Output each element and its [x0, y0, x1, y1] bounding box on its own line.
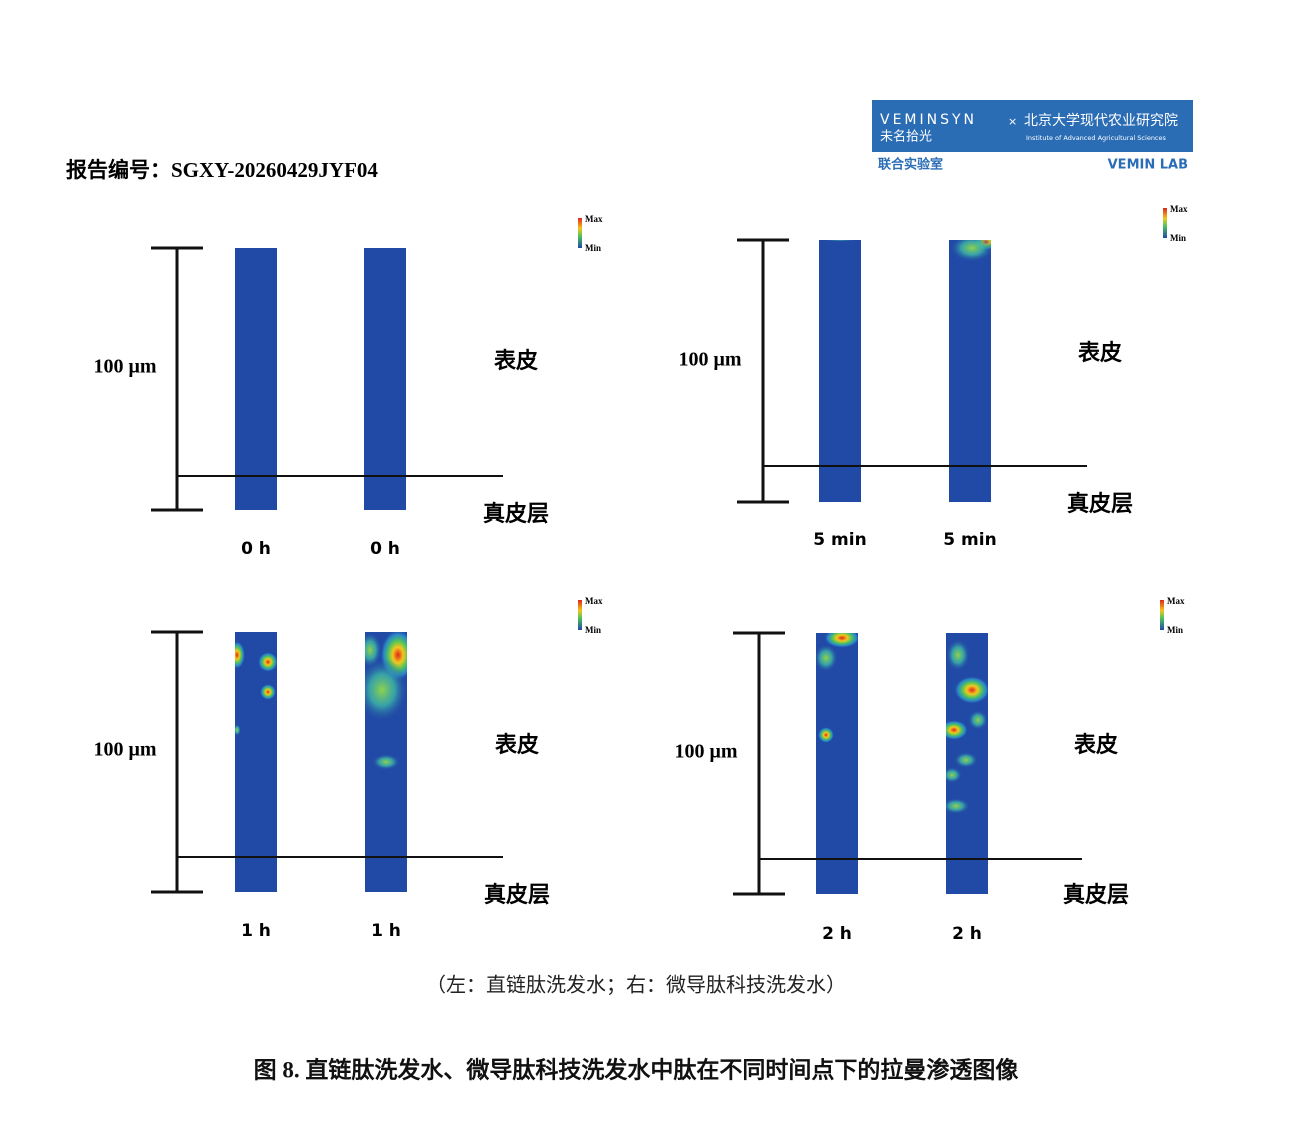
- colorbar: [1160, 600, 1164, 630]
- colorbar-min: Min: [585, 625, 601, 635]
- column-background: [949, 240, 991, 502]
- dermis-label: 真皮层: [1063, 882, 1129, 907]
- intensity-spot: [818, 727, 834, 743]
- epidermis-label: 表皮: [1074, 732, 1118, 757]
- colorbar: [578, 218, 582, 248]
- dermis-label: 真皮层: [1067, 491, 1133, 516]
- raman-column: [816, 633, 858, 894]
- raman-column: [364, 248, 406, 510]
- time-label: 0 h: [370, 539, 400, 559]
- colorbar-max: Max: [1167, 596, 1185, 606]
- intensity-spot: [946, 798, 970, 814]
- intensity-spot: [954, 752, 978, 768]
- intensity-spot: [946, 720, 968, 740]
- intensity-spot: [260, 684, 276, 700]
- column-background: [819, 240, 861, 502]
- scale-label: 100 μm: [94, 356, 157, 378]
- time-label: 1 h: [241, 921, 271, 941]
- intensity-spot: [258, 652, 277, 672]
- raman-column: [949, 240, 991, 502]
- logo-banner: [872, 100, 1193, 152]
- time-label: 5 min: [943, 530, 996, 550]
- colorbar: [578, 600, 582, 630]
- time-label: 2 h: [822, 924, 852, 944]
- colorbar-min: Min: [585, 243, 601, 253]
- logo-lab-cn: 联合实验室: [878, 157, 943, 173]
- intensity-spot: [365, 658, 407, 722]
- scale-label: 100 μm: [679, 349, 742, 371]
- colorbar-min: Min: [1170, 233, 1186, 243]
- intensity-spot: [968, 710, 988, 730]
- scale-label: 100 μm: [94, 739, 157, 761]
- logo-institute: 北京大学现代农业研究院: [1024, 113, 1178, 129]
- dermis-label: 真皮层: [484, 882, 550, 907]
- column-background: [235, 632, 277, 892]
- intensity-spot: [235, 724, 241, 736]
- dermis-label: 真皮层: [483, 501, 549, 526]
- intensity-spot: [954, 676, 988, 704]
- logo-separator: ×: [1008, 115, 1017, 128]
- intensity-spot: [946, 767, 962, 783]
- raman-column: [946, 633, 988, 894]
- figure-title: 图 8. 直链肽洗发水、微导肽科技洗发水中肽在不同时间点下的拉曼渗透图像: [254, 1056, 1020, 1082]
- time-label: 1 h: [371, 921, 401, 941]
- colorbar-max: Max: [585, 596, 603, 606]
- epidermis-label: 表皮: [494, 348, 538, 373]
- colorbar-max: Max: [1170, 204, 1188, 214]
- time-label: 5 min: [813, 530, 866, 550]
- logo: VEMINSYN 未名拾光 × 北京大学现代农业研究院 Institute of…: [872, 100, 1193, 173]
- intensity-spot: [365, 632, 382, 668]
- intensity-spot: [950, 240, 991, 262]
- raman-column: [235, 632, 277, 892]
- raman-column: [235, 248, 277, 510]
- time-label: 2 h: [952, 924, 982, 944]
- epidermis-label: 表皮: [1078, 340, 1122, 365]
- column-background: [235, 248, 277, 510]
- intensity-spot: [372, 754, 400, 770]
- raman-column: [365, 632, 407, 892]
- colorbar: [1163, 208, 1167, 238]
- logo-lab-en: VEMIN LAB: [1108, 158, 1188, 173]
- report-number: 报告编号：SGXY-20260429JYF04: [66, 158, 378, 182]
- epidermis-label: 表皮: [495, 732, 539, 757]
- logo-brand-cn: 未名拾光: [880, 129, 932, 145]
- time-label: 0 h: [241, 539, 271, 559]
- column-background: [364, 248, 406, 510]
- caption: （左：直链肽洗发水；右：微导肽科技洗发水）: [426, 973, 846, 997]
- column-background: [816, 633, 858, 894]
- colorbar-min: Min: [1167, 625, 1183, 635]
- intensity-spot: [822, 240, 858, 242]
- intensity-spot: [824, 633, 858, 648]
- intensity-spot: [946, 639, 970, 671]
- intensity-spot: [235, 641, 245, 669]
- intensity-spot: [816, 644, 838, 672]
- logo-institute-en: Institute of Advanced Agricultural Scien…: [1026, 134, 1167, 142]
- raman-column: [819, 240, 861, 502]
- scale-label: 100 μm: [675, 741, 738, 763]
- colorbar-max: Max: [585, 214, 603, 224]
- logo-brand: VEMINSYN: [880, 112, 977, 128]
